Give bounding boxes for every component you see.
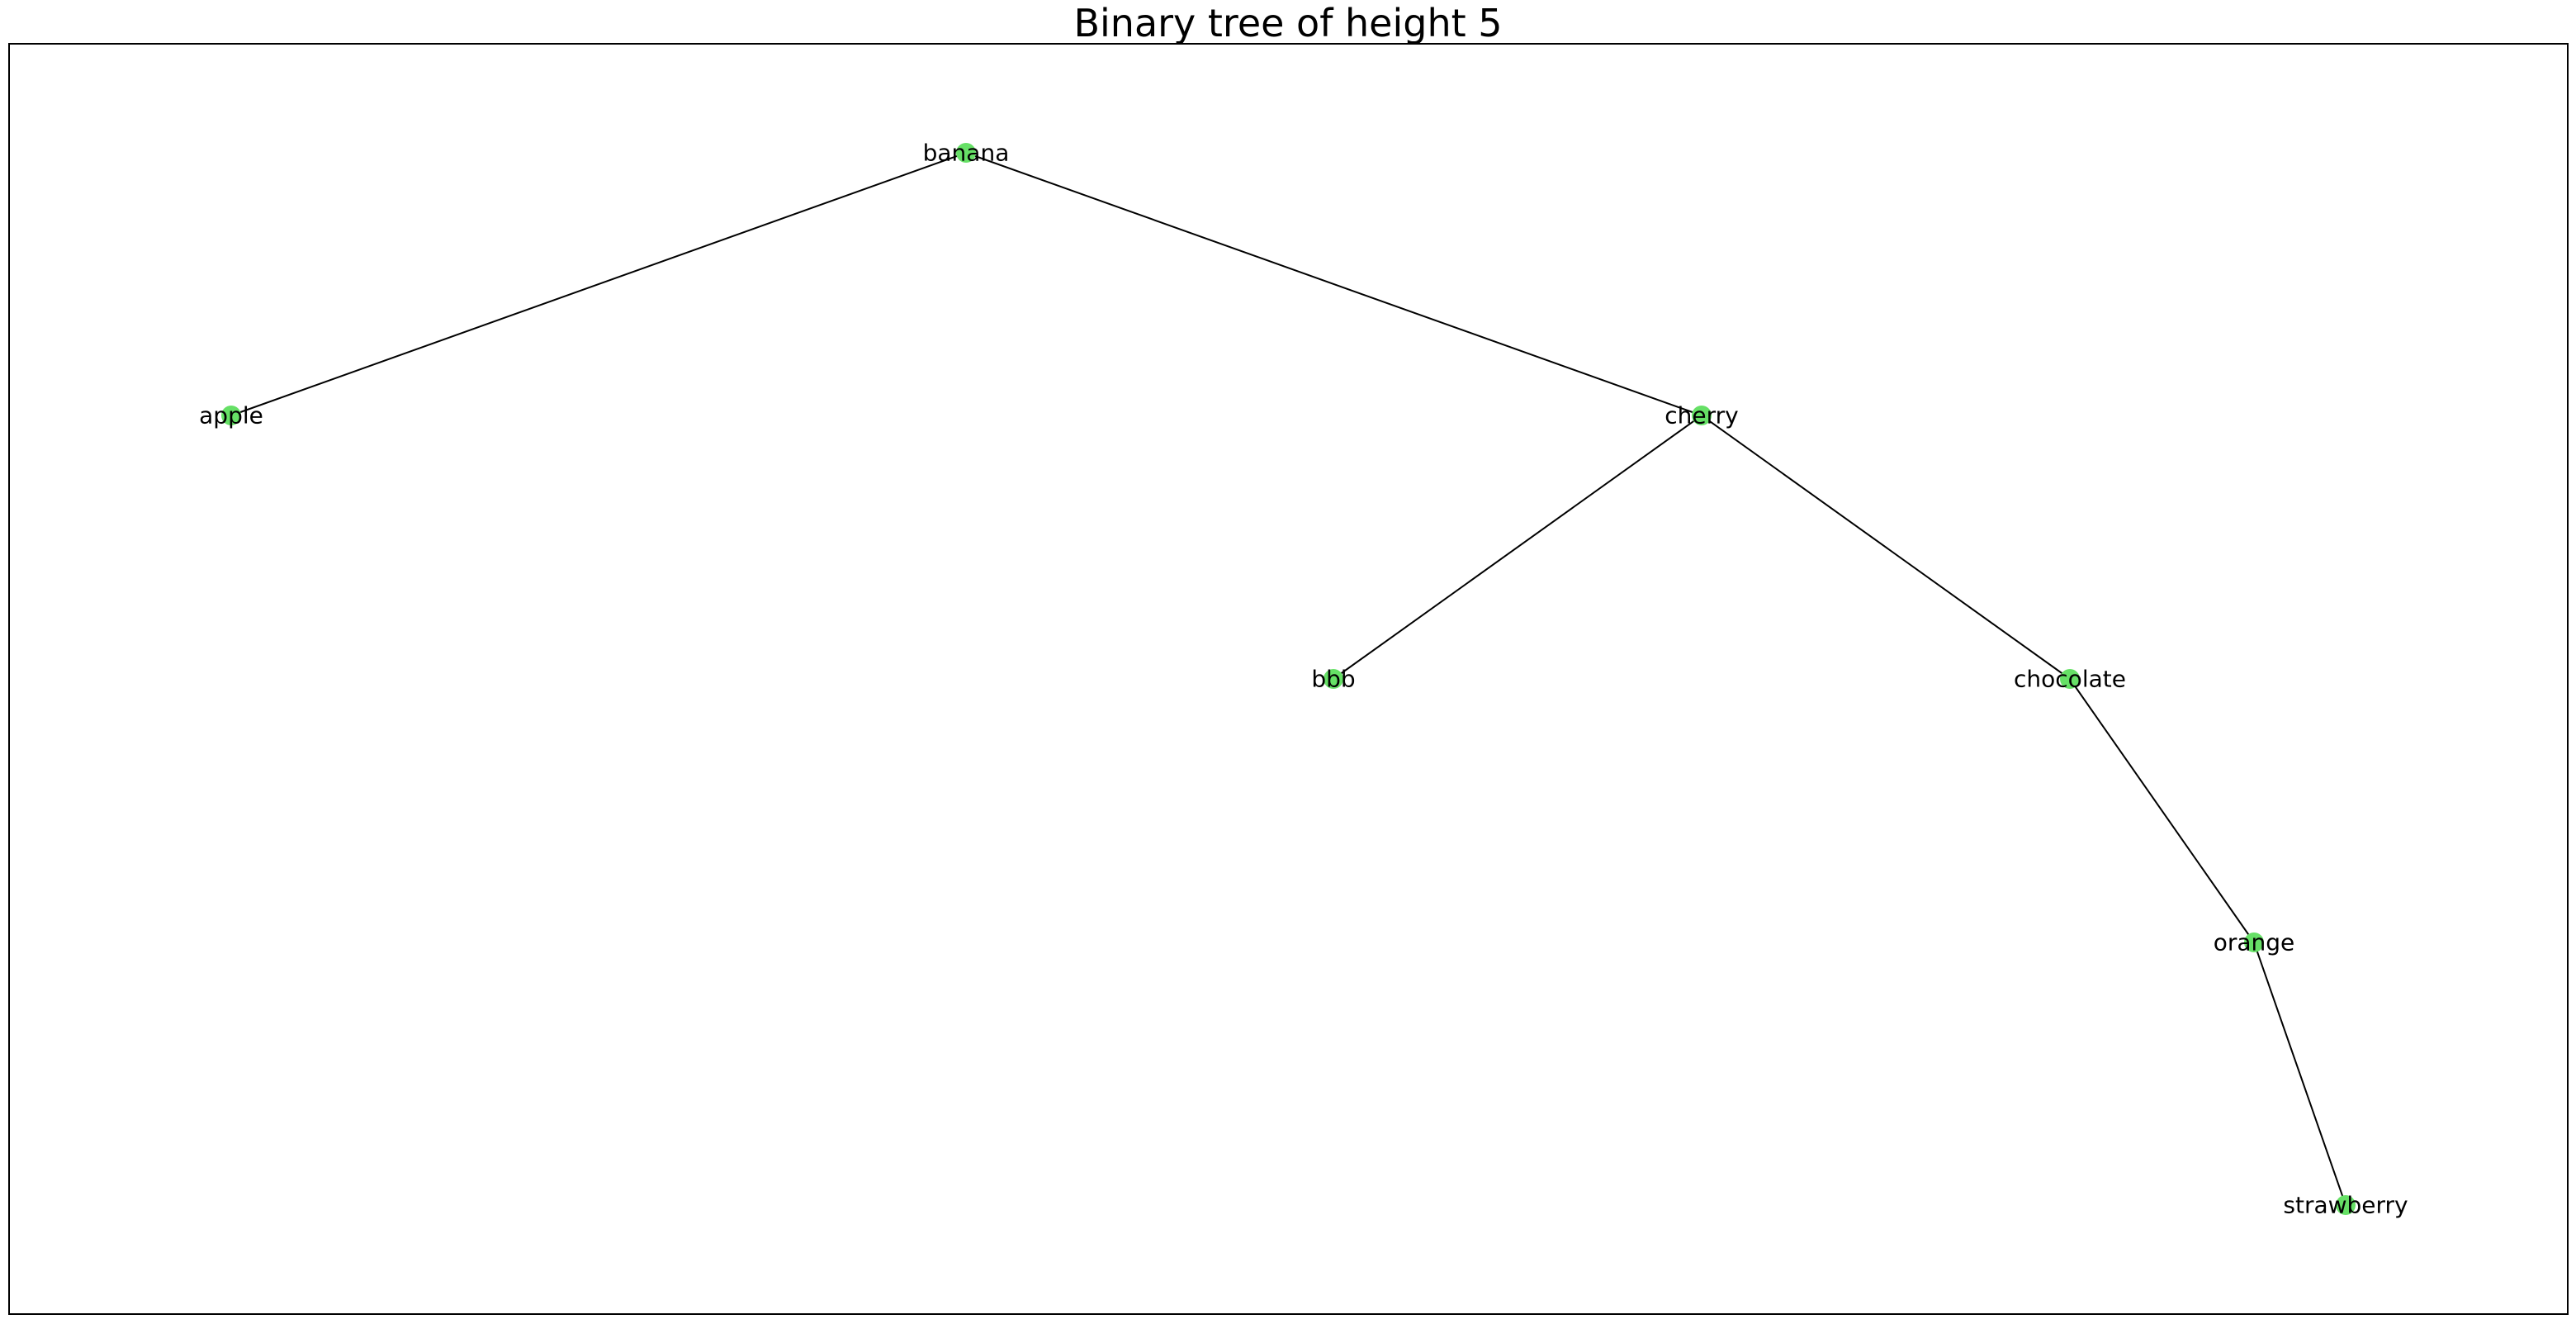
node-chocolate: chocolate	[2014, 666, 2126, 693]
diagram-frame	[8, 43, 2569, 1315]
edge-chocolate-orange	[2069, 678, 2255, 943]
diagram-title: Binary tree of height 5	[1073, 1, 1503, 45]
node-label-bbb: bbb	[1311, 666, 1355, 693]
edge-banana-apple	[230, 152, 967, 416]
node-label-strawberry: strawberry	[2283, 1192, 2408, 1219]
node-label-apple: apple	[199, 402, 263, 429]
edge-cherry-bbb	[1333, 415, 1702, 680]
node-dot-cherry	[1692, 406, 1712, 425]
node-label-chocolate: chocolate	[2014, 666, 2126, 693]
node-banana: banana	[923, 140, 1010, 167]
edge-banana-cherry	[965, 152, 1702, 416]
node-dot-banana	[956, 143, 976, 163]
edge-orange-strawberry	[2253, 942, 2346, 1206]
node-label-cherry: cherry	[1664, 402, 1738, 429]
node-label-banana: banana	[923, 140, 1010, 167]
node-dot-chocolate	[2060, 669, 2080, 689]
node-bbb: bbb	[1311, 666, 1355, 693]
node-cherry: cherry	[1664, 402, 1738, 429]
edge-cherry-chocolate	[1701, 415, 2071, 680]
node-dot-strawberry	[2336, 1195, 2356, 1215]
node-label-orange: orange	[2214, 929, 2295, 956]
edges-group	[230, 152, 2346, 1206]
node-dot-orange	[2244, 932, 2264, 952]
nodes-group: banana apple cherry bbb chocolate orange straw…	[199, 140, 2408, 1219]
node-strawberry: strawberry	[2283, 1192, 2408, 1219]
node-apple: apple	[199, 402, 263, 429]
node-dot-bbb	[1324, 669, 1343, 689]
node-dot-apple	[221, 406, 241, 425]
node-orange: orange	[2214, 929, 2295, 956]
